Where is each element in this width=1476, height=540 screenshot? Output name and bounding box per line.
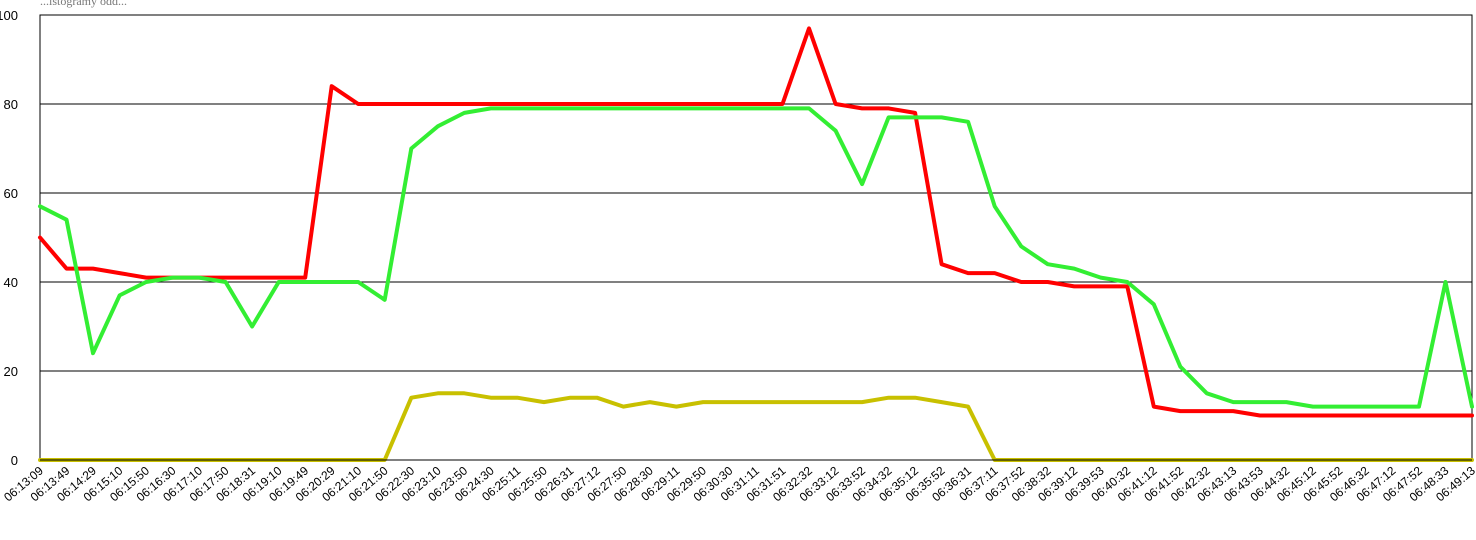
series-lines	[38, 26, 1474, 462]
y-axis-labels: 0 20 40 60 80 100	[0, 8, 18, 468]
grid-lines	[39, 14, 1473, 461]
y-tick-label: 60	[4, 186, 18, 201]
y-tick-label: 20	[4, 364, 18, 379]
series-line-2	[38, 106, 1474, 409]
plot-frame	[39, 14, 1473, 461]
y-tick-label: 40	[4, 275, 18, 290]
y-tick-label: 80	[4, 97, 18, 112]
x-axis-labels: 06:13:0906:13:4906:14:2906:15:1006:15:50…	[1, 463, 1476, 504]
y-tick-label: 100	[0, 8, 18, 23]
chart-title-fragment: ...istogramy odd...	[40, 0, 127, 8]
y-tick-label: 0	[11, 453, 18, 468]
series-line-1	[38, 26, 1474, 418]
